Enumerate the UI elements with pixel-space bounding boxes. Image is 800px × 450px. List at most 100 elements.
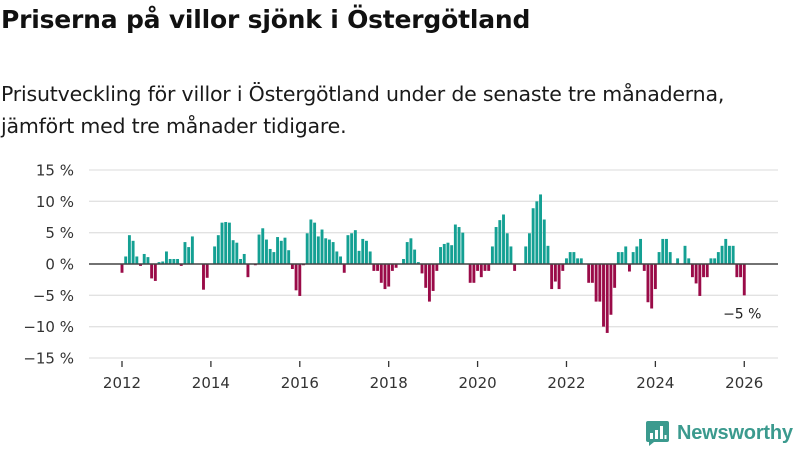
bar bbox=[305, 233, 309, 264]
bar bbox=[453, 224, 457, 264]
bar bbox=[213, 246, 217, 264]
bar bbox=[357, 250, 361, 264]
bar bbox=[190, 236, 194, 264]
bar bbox=[394, 264, 398, 268]
bar bbox=[331, 242, 335, 264]
bar bbox=[457, 227, 461, 264]
bar bbox=[309, 219, 313, 264]
bar bbox=[124, 256, 128, 264]
bar bbox=[579, 258, 583, 264]
x-tick-label: 2016 bbox=[281, 374, 319, 392]
bar bbox=[324, 238, 328, 264]
bar bbox=[187, 247, 191, 264]
bar bbox=[709, 258, 713, 264]
bar bbox=[246, 264, 250, 278]
bar bbox=[557, 264, 561, 290]
bar bbox=[146, 257, 150, 264]
bar bbox=[539, 194, 542, 264]
x-tick-label: 2024 bbox=[636, 374, 674, 392]
bar bbox=[205, 264, 209, 278]
bar bbox=[731, 245, 735, 264]
bar bbox=[431, 264, 435, 291]
bar bbox=[513, 264, 517, 271]
bar bbox=[661, 238, 665, 264]
subtitle-line-2: jämfört med tre månader tidigare. bbox=[1, 114, 347, 138]
bar bbox=[257, 234, 261, 264]
bar bbox=[705, 264, 709, 278]
brand-name: Newsworthy bbox=[677, 422, 793, 444]
bar bbox=[620, 252, 624, 264]
bar bbox=[628, 264, 631, 272]
bar bbox=[157, 262, 161, 264]
bar bbox=[290, 264, 294, 270]
y-tick-label: 5 % bbox=[45, 224, 74, 242]
x-tick-label: 2014 bbox=[192, 374, 230, 392]
bar bbox=[413, 249, 417, 264]
bar bbox=[261, 228, 265, 264]
bar bbox=[546, 245, 550, 264]
bar bbox=[439, 247, 442, 264]
bar bbox=[379, 264, 383, 283]
y-tick-label: −5 % bbox=[33, 287, 74, 305]
bar bbox=[350, 233, 354, 264]
chart-subtitle: Prisutveckling för villor i Östergötland… bbox=[1, 78, 791, 142]
bar bbox=[568, 252, 572, 264]
bar bbox=[279, 240, 283, 264]
bar bbox=[139, 264, 142, 266]
bar bbox=[202, 264, 205, 290]
x-tick-label: 2012 bbox=[103, 374, 141, 392]
bar bbox=[639, 238, 643, 264]
bar bbox=[535, 201, 539, 264]
bar bbox=[402, 258, 405, 264]
bar bbox=[179, 264, 183, 266]
bar bbox=[524, 246, 528, 264]
bar bbox=[650, 264, 654, 309]
bar bbox=[646, 264, 650, 303]
bar bbox=[416, 262, 420, 264]
bar bbox=[442, 243, 446, 264]
bar bbox=[690, 264, 694, 278]
bar bbox=[361, 238, 365, 264]
bar bbox=[461, 232, 465, 264]
bar bbox=[376, 264, 380, 271]
bar bbox=[216, 235, 220, 264]
bar bbox=[587, 264, 591, 283]
bar bbox=[602, 264, 605, 327]
bar bbox=[613, 264, 617, 288]
bar-chart-speech-bubble-icon bbox=[646, 421, 669, 446]
bar bbox=[224, 222, 228, 264]
bar bbox=[720, 245, 724, 264]
bar bbox=[476, 264, 480, 271]
bar bbox=[479, 264, 483, 278]
bar bbox=[368, 251, 372, 264]
bar bbox=[668, 252, 672, 264]
subtitle-line-1: Prisutveckling för villor i Östergötland… bbox=[1, 82, 725, 106]
bar bbox=[265, 239, 268, 264]
bar bbox=[498, 220, 502, 264]
bar bbox=[235, 242, 239, 264]
bar bbox=[450, 245, 454, 264]
bar bbox=[687, 258, 691, 264]
bar bbox=[716, 252, 720, 264]
bar bbox=[342, 264, 346, 273]
newsworthy-logo[interactable]: Newsworthy bbox=[645, 420, 793, 447]
bar bbox=[294, 264, 298, 291]
bar bbox=[735, 264, 739, 278]
bar bbox=[653, 264, 657, 290]
bar bbox=[553, 264, 557, 282]
bar bbox=[409, 238, 413, 264]
bar bbox=[509, 246, 513, 264]
bar bbox=[542, 219, 546, 264]
last-value-annotation: −5 % bbox=[723, 306, 761, 322]
bar bbox=[272, 252, 276, 264]
bar bbox=[502, 214, 505, 264]
bar bbox=[572, 252, 576, 264]
bar bbox=[657, 252, 661, 264]
bar bbox=[698, 264, 702, 296]
bar bbox=[683, 245, 687, 264]
bar bbox=[609, 264, 613, 315]
bar bbox=[135, 256, 139, 264]
bar bbox=[276, 237, 280, 264]
bar bbox=[239, 258, 242, 264]
bar bbox=[220, 222, 224, 264]
